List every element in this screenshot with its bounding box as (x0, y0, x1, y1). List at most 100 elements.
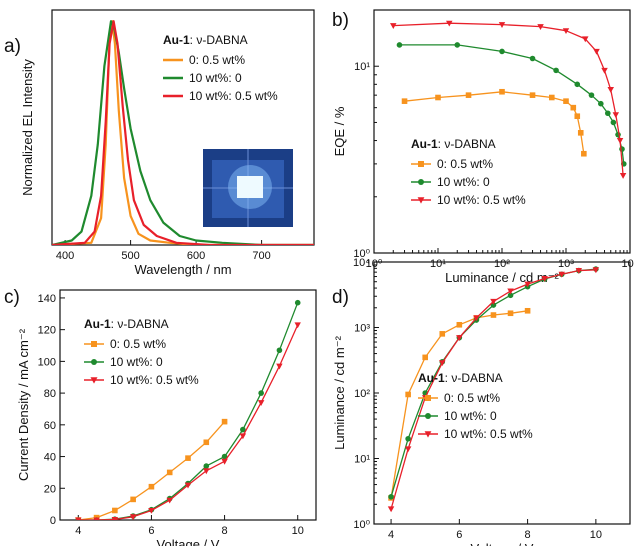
data-point (90, 377, 98, 384)
y-axis-label: EQE / % (332, 106, 347, 156)
data-point (456, 335, 463, 341)
data-point (221, 453, 228, 460)
x-tick-label: 10¹ (430, 258, 446, 270)
data-point (605, 110, 611, 117)
x-axis-label: Luminance / cd m⁻² (445, 270, 559, 285)
x-tick-label: 4 (75, 525, 81, 537)
data-point (425, 395, 431, 401)
legend-title-suffix: : ν-DABNA (190, 33, 248, 47)
x-tick-label: 4 (388, 529, 394, 541)
legend-entry-label: 10 wt%: 0.5 wt% (189, 89, 278, 103)
x-axis-label: Voltage / V (471, 541, 534, 546)
photo-emitting-pixel (237, 176, 263, 198)
y-tick-label: 10⁰ (353, 519, 370, 531)
y-tick-label: 10¹ (354, 61, 370, 73)
y-tick-label: 20 (44, 483, 56, 495)
series-line (78, 421, 226, 520)
series-group (52, 20, 314, 245)
x-tick-label: 10³ (558, 258, 574, 270)
x-tick-label: 600 (187, 250, 205, 262)
data-point (549, 94, 555, 101)
data-point (203, 468, 210, 475)
x-tick-label: 10² (494, 258, 510, 270)
data-point (75, 517, 82, 520)
data-point (601, 67, 608, 74)
legend: Au-1: ν-DABNA 0: 0.5 wt% 10 wt%: 0 10 wt%: … (163, 33, 278, 103)
data-point (582, 36, 589, 43)
x-tick-label: 8 (222, 525, 228, 537)
legend-title: Au-1: ν-DABNA (411, 137, 496, 151)
data-point (563, 98, 569, 104)
legend-entry-label: 10 wt%: 0.5 wt% (444, 427, 533, 441)
y-tick-label: 0 (50, 515, 56, 527)
data-point (607, 87, 614, 93)
data-point (221, 458, 228, 465)
data-point (454, 42, 461, 48)
series-line (52, 20, 314, 245)
data-point (592, 267, 600, 274)
legend-title-suffix: : ν-DABNA (111, 317, 169, 331)
data-point (456, 321, 463, 328)
series-line (393, 22, 624, 176)
legend-title: Au-1: ν-DABNA (84, 317, 169, 331)
data-point (404, 446, 412, 453)
data-point (562, 28, 570, 34)
series-group (75, 299, 301, 520)
data-point (130, 496, 136, 503)
legend-entry-label: 10 wt%: 0.5 wt% (437, 193, 526, 207)
data-point (276, 347, 283, 354)
data-point (577, 130, 584, 136)
data-point (276, 363, 283, 370)
panel-label: c) (4, 287, 20, 308)
legend-entry-label: 10 wt%: 0 (444, 409, 497, 423)
x-tick-label: 400 (56, 250, 74, 262)
chart-panel-b: b)10⁰10¹10²10³10⁴10⁰10¹Luminance / cd m⁻… (332, 9, 634, 285)
data-point (148, 483, 155, 490)
data-point (575, 268, 582, 274)
data-point (91, 359, 97, 365)
data-point (446, 20, 453, 27)
data-point (388, 494, 394, 500)
data-point (619, 173, 627, 179)
legend-title-prefix: Au-1 (84, 317, 111, 331)
data-point (570, 104, 577, 111)
data-point (499, 48, 505, 55)
y-tick-label: 100 (38, 356, 56, 368)
series-group (387, 266, 600, 513)
y-tick-label: 40 (44, 452, 56, 464)
data-point (598, 100, 604, 107)
chart-panel-d: d) 4 6 8 10 10⁰ 10¹ 10² 10³ 10⁴ Voltage / V Luminan… (332, 257, 631, 546)
data-point (240, 426, 246, 433)
data-point (473, 315, 480, 322)
data-point (422, 354, 428, 361)
y-tick-label: 10¹ (354, 454, 370, 466)
x-tick-label: 10 (292, 525, 304, 537)
data-point (405, 435, 411, 442)
data-point (425, 413, 431, 419)
data-point (405, 391, 411, 398)
legend: Au-1: ν-DABNA 0: 0.5 wt% 10 wt%: 0 10 wt%: … (411, 137, 526, 207)
chart-panel-a: a) 400 500 600 700 Wavelength / nm Normalized … (4, 9, 315, 277)
legend-title-prefix: Au-1 (163, 33, 190, 47)
x-tick-label: 6 (148, 525, 154, 537)
data-point (294, 322, 301, 329)
data-point (239, 433, 247, 440)
data-point (221, 418, 228, 425)
legend-title: Au-1: ν-DABNA (163, 33, 248, 47)
legend-title: Au-1: ν-DABNA (418, 371, 503, 385)
data-point (258, 390, 264, 396)
x-axis-label: Wavelength / nm (134, 262, 231, 277)
data-point (612, 112, 619, 119)
data-point (616, 138, 624, 144)
data-point (396, 42, 403, 48)
y-tick-label: 140 (38, 293, 56, 305)
plot-frame (59, 289, 317, 521)
x-tick-label: 500 (121, 250, 139, 262)
x-axis-label: Voltage / V (157, 537, 220, 546)
legend: Au-1: ν-DABNA 0: 0.5 wt% 10 wt%: 0 10 wt%: … (418, 371, 533, 441)
data-point (424, 431, 432, 438)
data-point (439, 331, 446, 337)
panel-label: b) (332, 10, 349, 31)
y-tick-label: 120 (38, 325, 56, 337)
